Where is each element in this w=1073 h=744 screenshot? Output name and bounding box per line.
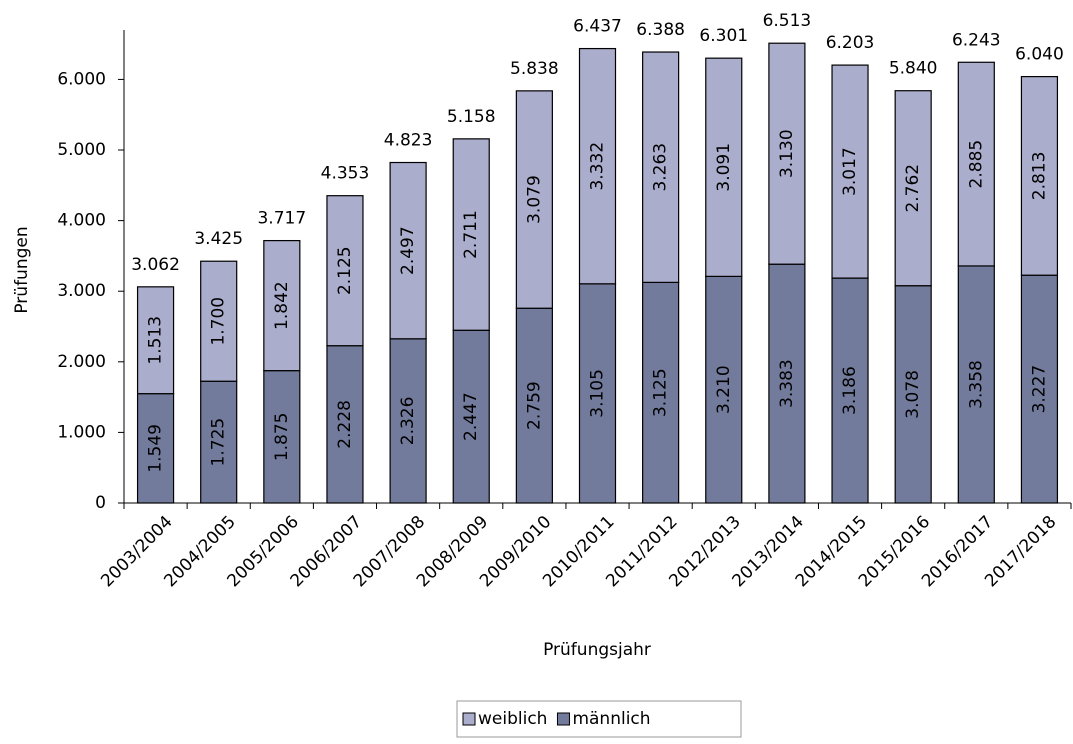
segment-label: 3.125 bbox=[651, 368, 671, 417]
segment-label: 1.513 bbox=[146, 316, 166, 365]
total-label: 6.243 bbox=[952, 30, 1001, 50]
bar-segment bbox=[1020, 75, 1059, 276]
bar-segment bbox=[642, 281, 680, 504]
bar-segment bbox=[136, 286, 175, 395]
bar-segment bbox=[768, 42, 806, 265]
total-label: 5.838 bbox=[510, 59, 559, 79]
bar-segment bbox=[894, 285, 932, 504]
total-label: 3.717 bbox=[257, 209, 306, 229]
bar-segment bbox=[389, 338, 427, 504]
total-label: 5.840 bbox=[889, 59, 938, 79]
segment-label: 2.759 bbox=[524, 381, 544, 430]
segment-label: 1.842 bbox=[272, 281, 292, 330]
bar-segment bbox=[831, 64, 869, 279]
legend-swatch bbox=[556, 712, 570, 726]
segment-label: 3.186 bbox=[840, 366, 860, 415]
segment-label: 2.885 bbox=[966, 140, 986, 189]
segment-label: 3.332 bbox=[588, 142, 608, 191]
segment-label: 3.227 bbox=[1029, 365, 1049, 414]
segment-label: 2.447 bbox=[461, 392, 481, 441]
total-label: 4.823 bbox=[384, 131, 433, 151]
bar-segment bbox=[578, 283, 617, 504]
y-tick-label: 4.000 bbox=[57, 211, 106, 231]
segment-label: 2.497 bbox=[398, 226, 418, 275]
segment-label: 1.700 bbox=[209, 297, 229, 346]
segment-label: 3.263 bbox=[651, 143, 671, 192]
total-label: 6.301 bbox=[699, 26, 748, 46]
bar-segment bbox=[515, 90, 553, 309]
bar-segment bbox=[452, 138, 490, 331]
legend-label: männlich bbox=[572, 709, 650, 729]
y-tick-label: 2.000 bbox=[57, 352, 106, 372]
segment-label: 3.091 bbox=[714, 143, 734, 192]
total-label: 3.062 bbox=[131, 255, 180, 275]
segment-label: 2.813 bbox=[1029, 152, 1049, 201]
y-axis-title: Prüfungen bbox=[12, 226, 32, 313]
total-label: 6.203 bbox=[826, 33, 875, 53]
segment-label: 2.326 bbox=[398, 397, 418, 446]
total-label: 5.158 bbox=[447, 107, 496, 127]
segment-label: 1.725 bbox=[209, 418, 229, 467]
y-tick-label: 3.000 bbox=[57, 281, 106, 301]
bar-segment bbox=[957, 61, 995, 267]
segment-label: 3.017 bbox=[840, 147, 860, 196]
total-label: 6.437 bbox=[573, 17, 622, 37]
total-label: 4.353 bbox=[321, 164, 370, 184]
total-label: 6.513 bbox=[763, 11, 812, 31]
bar-segment bbox=[263, 239, 301, 372]
y-tick-label: 5.000 bbox=[57, 140, 106, 160]
bar-segment bbox=[578, 47, 617, 285]
bar-segment bbox=[642, 51, 680, 283]
bar-segment bbox=[200, 260, 238, 382]
total-label: 6.040 bbox=[1015, 45, 1064, 65]
segment-label: 3.078 bbox=[903, 370, 923, 419]
bar-segment bbox=[1020, 274, 1059, 504]
legend-swatch bbox=[462, 712, 476, 726]
segment-label: 3.358 bbox=[966, 360, 986, 409]
segment-label: 1.549 bbox=[146, 424, 166, 473]
segment-label: 2.711 bbox=[461, 210, 481, 259]
bar-segment bbox=[705, 57, 743, 277]
segment-label: 2.762 bbox=[903, 164, 923, 213]
bar-segment bbox=[768, 263, 806, 504]
y-tick-label: 6.000 bbox=[57, 69, 106, 89]
legend-label: weiblich bbox=[478, 709, 547, 729]
segment-label: 2.228 bbox=[335, 400, 355, 449]
total-label: 3.425 bbox=[194, 229, 243, 249]
bar-segment bbox=[326, 195, 364, 347]
total-label: 6.388 bbox=[636, 20, 685, 40]
bar-segment bbox=[263, 370, 301, 504]
segment-label: 3.079 bbox=[524, 175, 544, 224]
bar-segment bbox=[957, 265, 995, 504]
bar-segment bbox=[389, 161, 427, 340]
x-axis-title: Prüfungsjahr bbox=[543, 640, 651, 660]
bar-segment bbox=[705, 275, 743, 504]
y-tick-label: 1.000 bbox=[57, 422, 106, 442]
segment-label: 3.383 bbox=[777, 359, 797, 408]
segment-label: 3.130 bbox=[777, 129, 797, 178]
segment-label: 2.125 bbox=[335, 246, 355, 295]
segment-label: 1.875 bbox=[272, 412, 292, 461]
segment-label: 3.210 bbox=[714, 365, 734, 414]
y-tick-label: 0 bbox=[95, 493, 106, 513]
legend-box bbox=[456, 700, 742, 738]
bar-segment bbox=[136, 393, 175, 504]
bar-segment bbox=[894, 90, 932, 287]
bar-segment bbox=[452, 329, 490, 504]
segment-label: 3.105 bbox=[588, 369, 608, 418]
